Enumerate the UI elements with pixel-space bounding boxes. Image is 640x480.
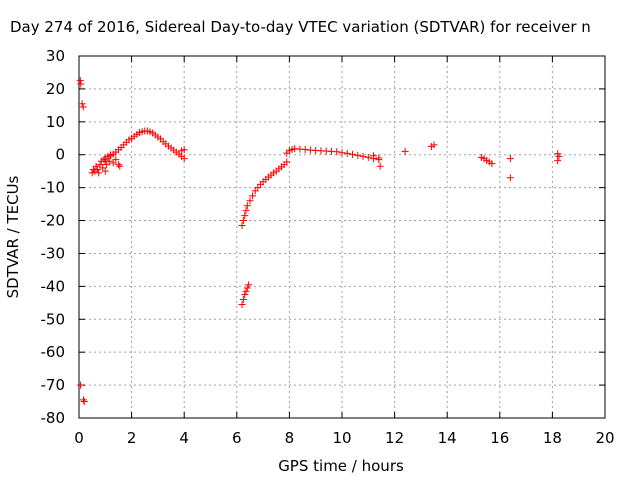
data-point (249, 192, 257, 200)
data-point (114, 161, 122, 169)
y-tick-label: 20 (46, 80, 65, 98)
x-tick-label: 4 (179, 429, 189, 447)
data-point (77, 381, 85, 389)
data-point (246, 197, 254, 205)
data-point (92, 162, 100, 170)
data-point (180, 155, 188, 163)
data-point (376, 162, 384, 170)
data-point (239, 296, 247, 304)
data-point (100, 156, 108, 164)
data-point (116, 162, 124, 170)
y-tick-labels: 30 20 10 0 -10 -20 -30 -40 -50 -60 -70 -80 (41, 47, 66, 427)
y-tick-label: -60 (41, 343, 66, 361)
data-point (349, 150, 357, 158)
data-point (506, 174, 514, 182)
y-tick-label: 0 (55, 146, 65, 164)
data-point (555, 152, 563, 160)
data-point (77, 80, 85, 88)
y-tick-label: -80 (41, 409, 66, 427)
x-tick-label: 18 (543, 429, 562, 447)
data-point (359, 152, 367, 160)
data-point (238, 221, 246, 229)
data-point (241, 212, 249, 220)
data-point (375, 154, 383, 162)
data-point (238, 300, 246, 308)
data-point (364, 153, 372, 161)
y-tick-label: -20 (41, 212, 66, 230)
y-axis-label: SDTVAR / TECUs (4, 175, 22, 298)
y-tick-label: 30 (46, 47, 65, 65)
data-point (180, 146, 188, 154)
series-early-outliers (76, 77, 88, 406)
series-late-scattered (401, 141, 563, 182)
data-point (242, 287, 250, 295)
x-axis-label: GPS time / hours (278, 457, 404, 475)
data-point (241, 291, 249, 299)
data-point (243, 202, 251, 210)
data-point (239, 217, 247, 225)
data-point (401, 147, 409, 155)
data-point (283, 158, 291, 166)
y-tick-label: -30 (41, 244, 66, 262)
data-point (506, 155, 514, 163)
y-tick-label: 10 (46, 113, 65, 131)
data-point (333, 148, 341, 156)
chart-title: Day 274 of 2016, Sidereal Day-to-day VTE… (10, 18, 591, 36)
x-tick-label: 6 (232, 429, 242, 447)
data-point (76, 77, 84, 85)
data-point (112, 156, 120, 164)
data-point (80, 398, 88, 406)
data-points (76, 77, 563, 406)
data-point (430, 141, 438, 149)
x-tick-label: 10 (332, 429, 351, 447)
y-tick-label: -40 (41, 277, 66, 295)
data-point (79, 103, 87, 111)
data-point (101, 167, 109, 175)
y-tick-label: -10 (41, 179, 66, 197)
x-tick-label: 14 (438, 429, 457, 447)
x-tick-label: 20 (595, 429, 614, 447)
data-point (343, 149, 351, 157)
x-tick-label: 12 (385, 429, 404, 447)
data-point (370, 152, 378, 160)
data-point (338, 149, 346, 157)
data-point (243, 284, 251, 292)
series-pass-2-plateau (283, 145, 384, 170)
data-point (95, 169, 103, 177)
x-tick-label: 0 (74, 429, 84, 447)
x-tick-labels: 0 2 4 6 8 10 12 14 16 18 20 (74, 429, 614, 447)
series-pass-2-deep (238, 281, 253, 308)
data-point (554, 157, 562, 165)
data-point (488, 160, 496, 168)
x-tick-label: 16 (490, 429, 509, 447)
data-point (354, 151, 362, 159)
series-pass-1-arc (101, 127, 188, 165)
x-tick-label: 2 (127, 429, 137, 447)
data-point (93, 166, 101, 174)
grid-lines (79, 56, 605, 418)
data-point (78, 100, 86, 108)
data-point (245, 281, 253, 289)
y-tick-label: -50 (41, 310, 66, 328)
y-tick-label: -70 (41, 376, 66, 394)
data-point (79, 396, 87, 404)
axes (78, 55, 606, 419)
x-tick-label: 8 (285, 429, 295, 447)
data-point (301, 145, 309, 153)
data-point (242, 207, 250, 215)
series-pass-2-rise (238, 158, 291, 229)
